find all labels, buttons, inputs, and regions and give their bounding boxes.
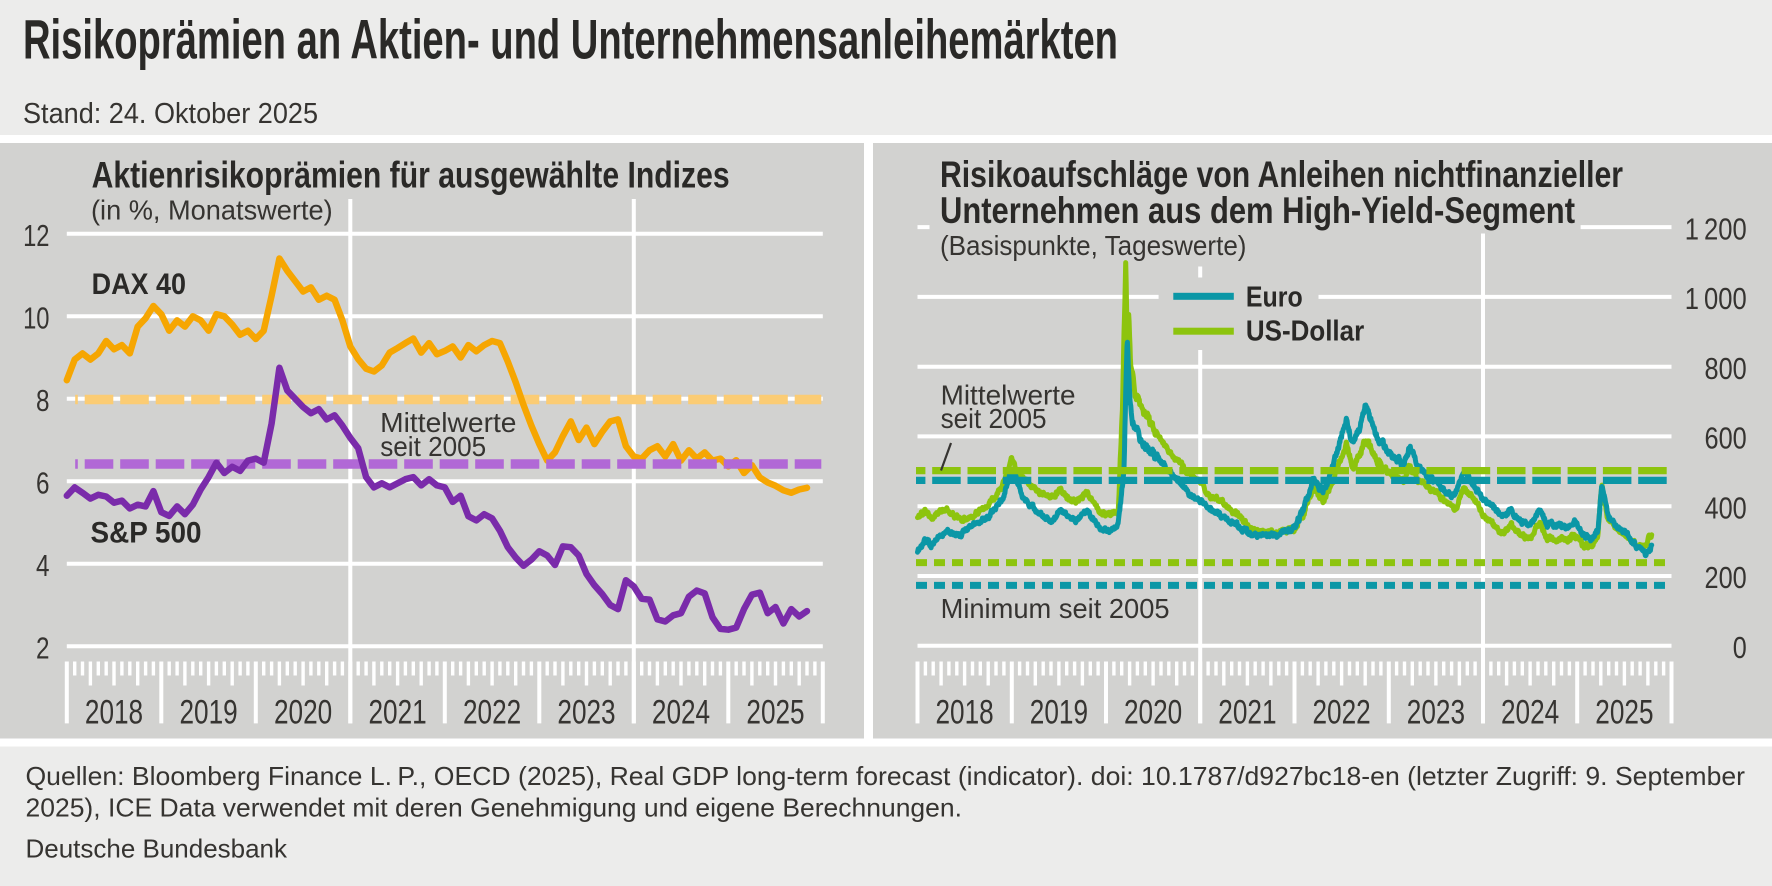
svg-text:Risikoprämien an Aktien- und U: Risikoprämien an Aktien- und Unternehmen… [23, 8, 1118, 71]
svg-text:2023: 2023 [1407, 693, 1465, 731]
svg-text:6: 6 [36, 465, 50, 500]
svg-text:2019: 2019 [1030, 693, 1088, 731]
svg-text:seit 2005: seit 2005 [941, 403, 1047, 434]
svg-text:2018: 2018 [936, 693, 994, 731]
svg-text:400: 400 [1705, 490, 1747, 525]
svg-text:Deutsche Bundesbank: Deutsche Bundesbank [26, 834, 288, 864]
svg-text:S&P 500: S&P 500 [91, 516, 202, 549]
svg-text:12: 12 [23, 218, 49, 253]
svg-text:2021: 2021 [1218, 693, 1276, 731]
svg-text:(Basispunkte, Tageswerte): (Basispunkte, Tageswerte) [940, 230, 1247, 261]
svg-text:Mittelwerte: Mittelwerte [941, 380, 1076, 411]
svg-text:1 200: 1 200 [1685, 211, 1747, 246]
svg-text:Stand: 24. Oktober 2025: Stand: 24. Oktober 2025 [23, 98, 318, 130]
svg-text:600: 600 [1705, 421, 1747, 456]
svg-text:200: 200 [1705, 560, 1747, 595]
svg-text:2: 2 [36, 630, 50, 665]
svg-text:Mittelwerte: Mittelwerte [380, 407, 516, 438]
svg-text:2021: 2021 [369, 693, 427, 731]
svg-text:4: 4 [36, 548, 50, 583]
svg-text:Aktienrisikoprämien für ausgew: Aktienrisikoprämien für ausgewählte Indi… [92, 155, 730, 196]
svg-text:Quellen: Bloomberg Finance L.: Quellen: Bloomberg Finance L. P., OECD (… [26, 761, 1746, 791]
svg-text:2025: 2025 [746, 693, 804, 731]
svg-text:2025: 2025 [1595, 693, 1653, 731]
svg-text:2018: 2018 [85, 693, 143, 731]
svg-text:2019: 2019 [180, 693, 238, 731]
svg-text:10: 10 [23, 301, 49, 336]
svg-text:seit 2005: seit 2005 [380, 431, 486, 462]
svg-text:0: 0 [1733, 630, 1747, 665]
svg-text:US-Dollar: US-Dollar [1246, 316, 1364, 348]
svg-text:Unternehmen aus dem High-Yield: Unternehmen aus dem High-Yield-Segment [940, 190, 1575, 231]
svg-text:Minimum seit 2005: Minimum seit 2005 [941, 593, 1170, 624]
svg-text:2020: 2020 [274, 693, 332, 731]
svg-text:2022: 2022 [463, 693, 521, 731]
svg-text:8: 8 [36, 383, 50, 418]
svg-text:2024: 2024 [652, 693, 710, 731]
svg-text:2023: 2023 [557, 693, 615, 731]
svg-text:DAX 40: DAX 40 [92, 268, 186, 301]
svg-text:800: 800 [1705, 351, 1747, 386]
svg-text:1 000: 1 000 [1685, 281, 1747, 316]
svg-text:(in %, Monatswerte): (in %, Monatswerte) [91, 195, 333, 226]
svg-text:Risikoaufschläge von Anleihen: Risikoaufschläge von Anleihen nichtfinan… [940, 154, 1623, 195]
svg-text:2024: 2024 [1501, 693, 1559, 731]
svg-text:Euro: Euro [1246, 281, 1303, 313]
svg-text:2025), ICE Data verwendet mit: 2025), ICE Data verwendet mit deren Gene… [26, 793, 963, 823]
svg-text:2022: 2022 [1313, 693, 1371, 731]
svg-text:2020: 2020 [1124, 693, 1182, 731]
